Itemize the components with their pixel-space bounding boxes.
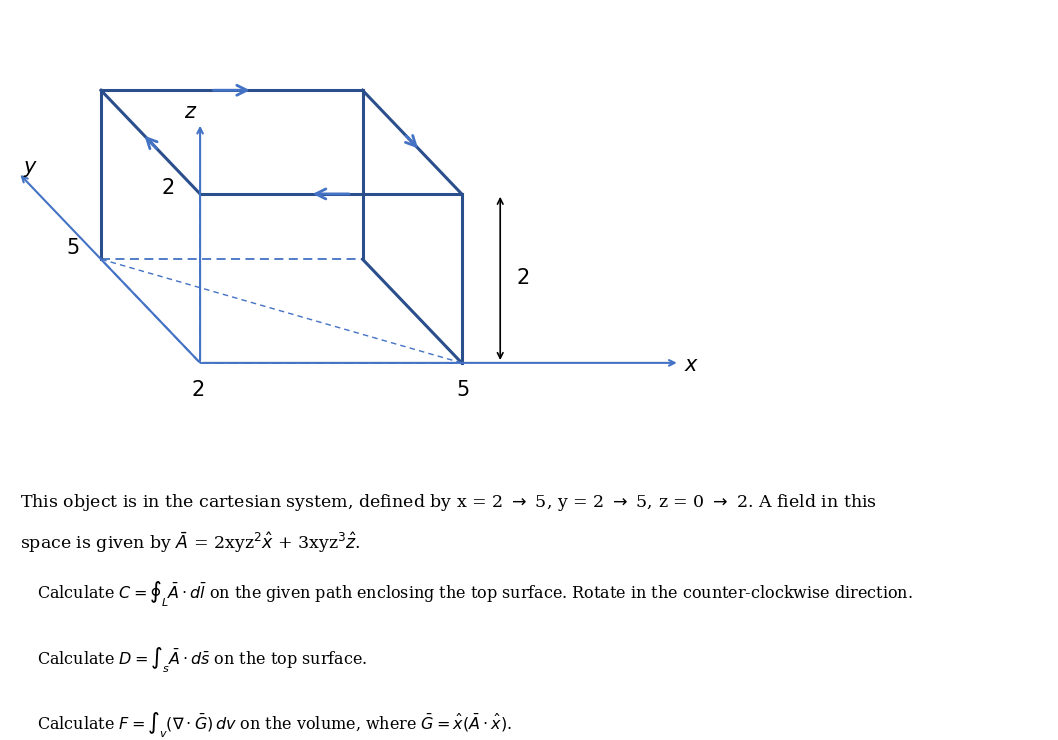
Text: This object is in the cartesian system, defined by x = 2 $\rightarrow$ 5, y = 2 : This object is in the cartesian system, …: [20, 491, 877, 513]
Text: Calculate $D = \int_s \bar{A} \cdot d\bar{s}$ on the top surface.: Calculate $D = \int_s \bar{A} \cdot d\ba…: [37, 645, 367, 675]
Text: 2: 2: [516, 269, 530, 289]
Text: 2: 2: [161, 178, 175, 198]
Text: 2: 2: [191, 380, 205, 400]
Text: $z$: $z$: [184, 102, 197, 122]
Text: Calculate $F = \int_v (\nabla \cdot \bar{G})\,dv$ on the volume, where $\bar{G} : Calculate $F = \int_v (\nabla \cdot \bar…: [37, 710, 512, 740]
Text: space is given by $\bar{A}$ = 2xyz$^2\hat{x}$ + 3xyz$^3\hat{z}$.: space is given by $\bar{A}$ = 2xyz$^2\ha…: [20, 530, 361, 554]
Text: $y$: $y$: [23, 159, 38, 179]
Text: $x$: $x$: [685, 354, 699, 374]
Text: Calculate $C = \oint_L \bar{A} \cdot d\bar{l}$ on the given path enclosing the t: Calculate $C = \oint_L \bar{A} \cdot d\b…: [37, 580, 913, 610]
Text: 5: 5: [67, 238, 80, 258]
Text: 5: 5: [457, 380, 470, 400]
